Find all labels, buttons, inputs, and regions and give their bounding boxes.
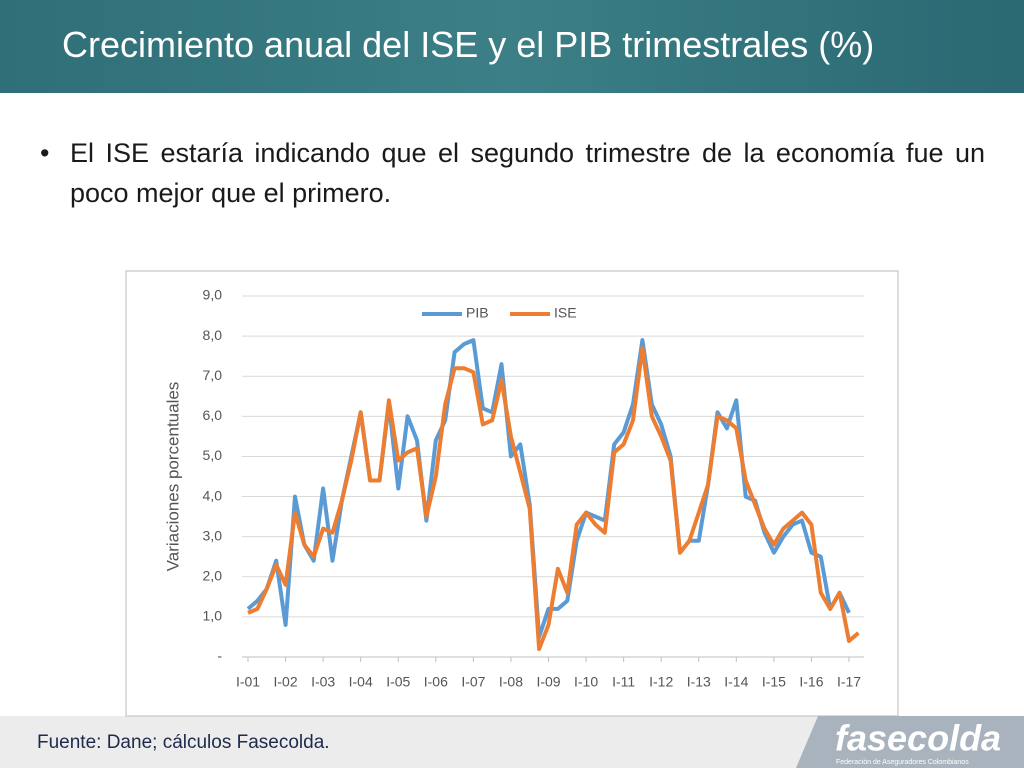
bullet-point: • El ISE estaría indicando que el segund… — [40, 133, 985, 213]
x-tick-label: I-12 — [649, 674, 673, 690]
y-tick-label: 9,0 — [203, 287, 223, 303]
y-tick-label: 3,0 — [203, 527, 223, 543]
x-tick-label: I-05 — [386, 674, 410, 690]
slide-title: Crecimiento anual del ISE y el PIB trime… — [62, 24, 875, 65]
legend-label: PIB — [466, 305, 489, 321]
x-tick-label: I-09 — [536, 674, 560, 690]
x-tick-label: I-08 — [499, 674, 523, 690]
x-tick-label: I-07 — [461, 674, 485, 690]
header-band: Crecimiento anual del ISE y el PIB trime… — [0, 0, 1024, 93]
x-tick-label: I-13 — [687, 674, 711, 690]
y-tick-label: 2,0 — [203, 567, 223, 583]
x-tick-label: I-02 — [274, 674, 298, 690]
y-tick-label: - — [217, 648, 222, 664]
y-tick-label: 1,0 — [203, 608, 223, 624]
y-tick-label: 5,0 — [203, 447, 223, 463]
x-tick-label: I-01 — [236, 674, 260, 690]
series-line — [247, 346, 860, 651]
logo-backdrop — [796, 716, 1024, 768]
x-tick-label: I-16 — [799, 674, 823, 690]
x-tick-label: I-06 — [424, 674, 448, 690]
logo-text: fasecolda — [835, 718, 1001, 759]
bullet-dot: • — [40, 138, 50, 168]
y-tick-label: 4,0 — [203, 487, 223, 503]
x-tick-label: I-03 — [311, 674, 335, 690]
x-tick-label: I-17 — [837, 674, 861, 690]
bullet-text: El ISE estaría indicando que el segundo … — [70, 138, 985, 208]
y-tick-label: 8,0 — [203, 327, 223, 343]
source-note: Fuente: Dane; cálculos Fasecolda. — [37, 732, 330, 753]
x-tick-label: I-04 — [349, 674, 373, 690]
y-tick-label: 7,0 — [203, 367, 223, 383]
logo-subtitle: Federación de Aseguradores Colombianos — [836, 759, 969, 766]
x-tick-label: I-11 — [612, 674, 635, 690]
y-tick-label: 6,0 — [203, 407, 223, 423]
legend-label: ISE — [554, 305, 577, 321]
x-tick-label: I-10 — [574, 674, 598, 690]
chart-frame — [125, 270, 899, 717]
x-tick-label: I-14 — [724, 674, 748, 690]
x-tick-label: I-15 — [762, 674, 786, 690]
y-axis-title: Variaciones porcentuales — [163, 382, 182, 572]
